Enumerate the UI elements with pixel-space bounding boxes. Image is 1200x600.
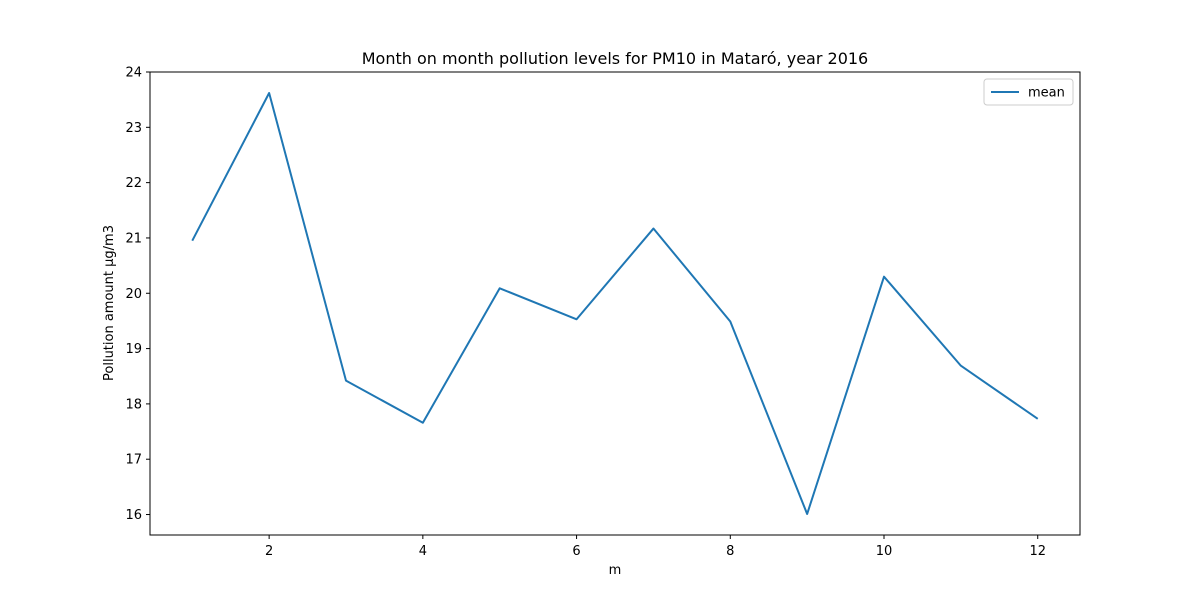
y-tick-label: 23 — [125, 121, 142, 136]
x-tick-label: 10 — [876, 544, 893, 559]
legend-label: mean — [1028, 86, 1065, 101]
y-tick-label: 21 — [125, 231, 142, 246]
y-tick-label: 17 — [125, 453, 142, 468]
plot-area — [149, 71, 1081, 536]
x-axis-label: m — [609, 563, 622, 578]
y-tick-label: 20 — [125, 287, 142, 302]
y-axis-label: Pollution amount µg/m3 — [102, 225, 117, 381]
legend: mean — [983, 78, 1074, 106]
y-tick-label: 19 — [125, 342, 142, 357]
chart-title: Month on month pollution levels for PM10… — [362, 49, 868, 68]
x-tick-label: 6 — [572, 544, 580, 559]
x-tick-label: 2 — [265, 544, 273, 559]
series-layer — [191, 92, 1039, 515]
x-axis: 2 4 6 8 10 12 — [265, 535, 1046, 559]
x-tick-label: 8 — [726, 544, 734, 559]
legend-box — [983, 78, 1074, 106]
y-tick-label: 22 — [125, 176, 142, 191]
y-tick-label: 16 — [125, 508, 142, 523]
y-axis: 16 17 18 19 20 21 22 23 24 — [125, 66, 150, 523]
y-tick-label: 24 — [125, 66, 142, 81]
x-tick-label: 12 — [1029, 544, 1046, 559]
series-line-mean — [191, 92, 1039, 515]
x-tick-label: 4 — [419, 544, 427, 559]
y-tick-label: 18 — [125, 397, 142, 412]
